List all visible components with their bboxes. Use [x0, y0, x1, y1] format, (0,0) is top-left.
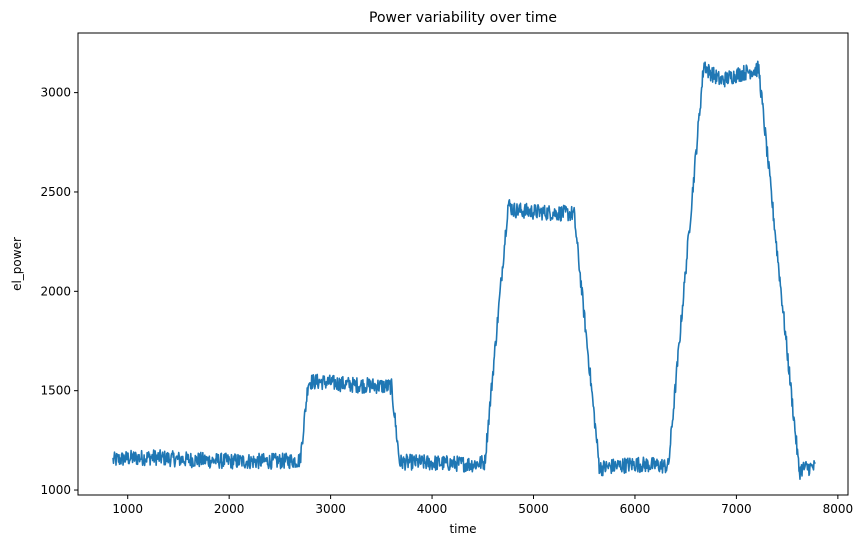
chart-title: Power variability over time	[369, 10, 557, 26]
x-tick-label: 3000	[315, 502, 346, 516]
y-tick-label: 1000	[40, 483, 71, 497]
plot-area	[112, 60, 816, 480]
x-tick-label: 4000	[417, 502, 448, 516]
y-tick-label: 1500	[40, 384, 71, 398]
y-axis: 1000 1500 2000 2500 3000	[40, 86, 78, 497]
x-tick-label: 2000	[214, 502, 245, 516]
x-axis: 1000 2000 3000 4000 5000 6000 7000 8000	[112, 495, 853, 516]
x-tick-label: 8000	[823, 502, 854, 516]
y-tick-label: 2000	[40, 284, 71, 298]
x-tick-label: 6000	[620, 502, 651, 516]
y-axis-label: el_power	[10, 237, 24, 291]
y-tick-label: 2500	[40, 185, 71, 199]
x-tick-label: 1000	[112, 502, 143, 516]
plot-frame	[77, 32, 849, 496]
y-tick-label: 3000	[40, 86, 71, 100]
x-tick-label: 7000	[721, 502, 752, 516]
series-line	[112, 60, 816, 480]
x-axis-label: time	[449, 522, 476, 536]
x-tick-label: 5000	[518, 502, 549, 516]
